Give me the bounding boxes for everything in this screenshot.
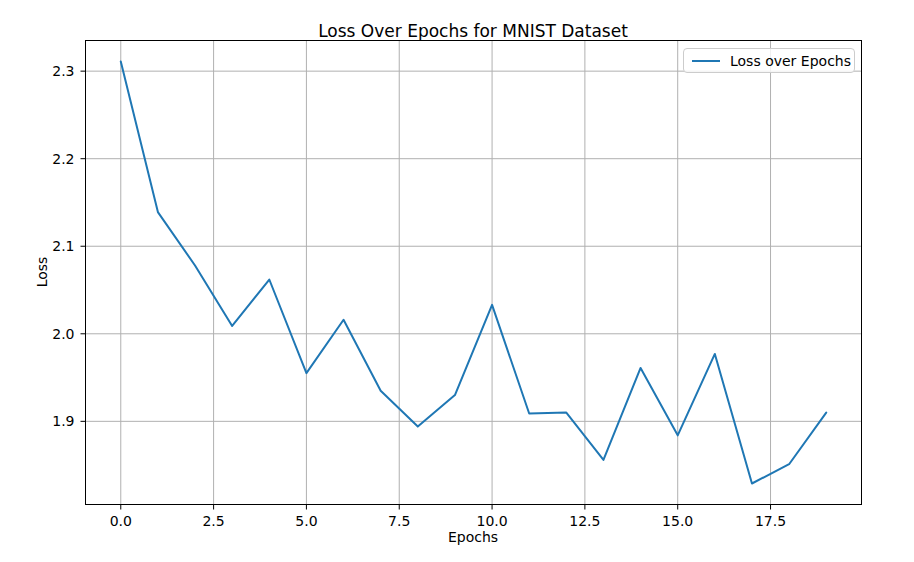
figure: 0.0 2.5 5.0 7.5 10.0 12.5 15.0 17.5 1.9 2.0 2.1 2.2…	[0, 0, 914, 562]
axis-ticks	[81, 71, 771, 509]
plot-svg: 0.0 2.5 5.0 7.5 10.0 12.5 15.0 17.5 1.9 2.0 2.1 2.2…	[0, 0, 914, 562]
legend: Loss over Epochs	[683, 48, 855, 73]
x-tick-label: 0.0	[110, 513, 132, 529]
loss-line	[121, 62, 826, 484]
x-tick-label: 17.5	[755, 513, 786, 529]
axes-spines	[86, 41, 862, 505]
y-tick-label: 2.0	[52, 326, 74, 342]
y-axis-label: Loss	[34, 257, 50, 288]
y-tick-label: 2.2	[52, 151, 74, 167]
x-tick-label: 5.0	[295, 513, 317, 529]
y-tick-label: 1.9	[52, 413, 74, 429]
tick-labels: 0.0 2.5 5.0 7.5 10.0 12.5 15.0 17.5 1.9 2.0 2.1 2.2…	[52, 63, 786, 528]
x-tick-label: 7.5	[388, 513, 410, 529]
y-tick-label: 2.1	[52, 238, 74, 254]
legend-line-sample-icon	[692, 60, 720, 62]
y-tick-label: 2.3	[52, 63, 74, 79]
x-tick-label: 15.0	[662, 513, 693, 529]
chart-title: Loss Over Epochs for MNIST Dataset	[85, 21, 861, 41]
x-tick-label: 10.0	[476, 513, 507, 529]
legend-label: Loss over Epochs	[730, 53, 851, 69]
x-axis-label: Epochs	[85, 529, 861, 545]
loss-line-series	[121, 62, 826, 484]
x-tick-label: 12.5	[569, 513, 600, 529]
x-tick-label: 2.5	[202, 513, 224, 529]
plot-frame	[86, 41, 862, 505]
gridlines	[86, 41, 862, 505]
